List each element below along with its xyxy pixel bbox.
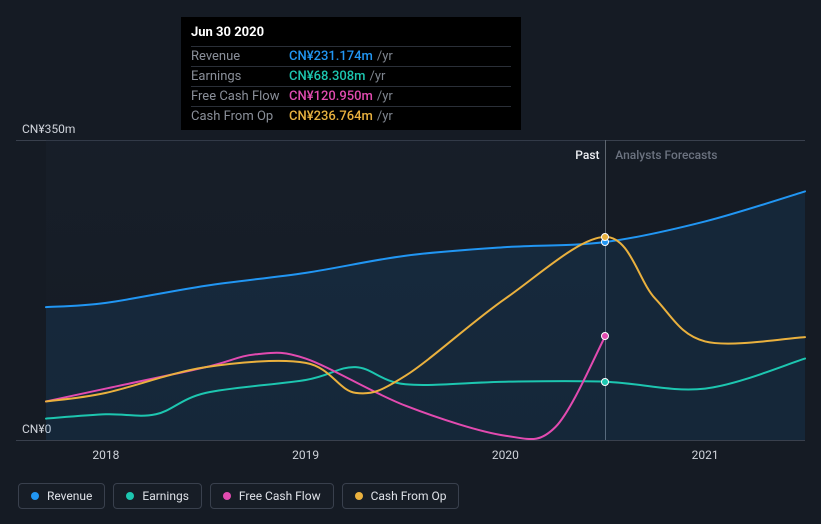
tooltip-row-label: Cash From Op: [191, 109, 289, 124]
legend-dot: [31, 492, 39, 500]
tooltip-row-value: CN¥236.764m: [289, 109, 373, 124]
tooltip-row-label: Free Cash Flow: [191, 89, 289, 104]
cursor-marker: [601, 233, 609, 241]
tooltip: Jun 30 2020 RevenueCN¥231.174m/yrEarning…: [181, 17, 521, 130]
x-tick: 2019: [292, 448, 319, 462]
legend-item[interactable]: Free Cash Flow: [210, 483, 334, 509]
cursor-marker: [601, 332, 609, 340]
tooltip-row-suffix: /yr: [370, 69, 386, 84]
legend-label: Cash From Op: [371, 489, 447, 503]
x-tick: 2021: [692, 448, 719, 462]
tooltip-row-suffix: /yr: [377, 49, 393, 64]
tooltip-row-suffix: /yr: [377, 109, 393, 124]
legend-label: Earnings: [142, 489, 189, 503]
x-tick: 2020: [492, 448, 519, 462]
legend-item[interactable]: Revenue: [18, 483, 105, 509]
tooltip-row-value: CN¥68.308m: [289, 69, 366, 84]
tooltip-date: Jun 30 2020: [191, 23, 511, 46]
chart-container: CN¥350m CN¥0 Past Analysts Forecasts 201…: [16, 125, 805, 445]
x-tick: 2018: [92, 448, 119, 462]
tooltip-row: Free Cash FlowCN¥120.950m/yr: [191, 86, 511, 106]
cursor-marker: [601, 378, 609, 386]
legend-dot: [223, 492, 231, 500]
legend-dot: [355, 492, 363, 500]
legend-item[interactable]: Earnings: [113, 483, 202, 509]
tooltip-row: RevenueCN¥231.174m/yr: [191, 46, 511, 66]
series-fill: [46, 191, 805, 440]
legend-label: Free Cash Flow: [239, 489, 321, 503]
tooltip-row-value: CN¥120.950m: [289, 89, 373, 104]
chart-svg: [46, 140, 805, 440]
legend-dot: [126, 492, 134, 500]
legend: Revenue Earnings Free Cash Flow Cash From O…: [18, 483, 459, 509]
legend-item[interactable]: Cash From Op: [342, 483, 460, 509]
y-axis-top-label: CN¥350m: [22, 122, 75, 136]
legend-label: Revenue: [47, 489, 92, 503]
x-axis-ticks: 2018 2019 2020 2021: [46, 448, 805, 468]
tooltip-row-suffix: /yr: [377, 89, 393, 104]
tooltip-row: Cash From OpCN¥236.764m/yr: [191, 106, 511, 126]
tooltip-row-label: Earnings: [191, 69, 289, 84]
tooltip-row-value: CN¥231.174m: [289, 49, 373, 64]
axis-line-bottom: [16, 440, 805, 441]
tooltip-row: EarningsCN¥68.308m/yr: [191, 66, 511, 86]
plot-area[interactable]: Past Analysts Forecasts: [46, 140, 805, 440]
tooltip-row-label: Revenue: [191, 49, 289, 64]
